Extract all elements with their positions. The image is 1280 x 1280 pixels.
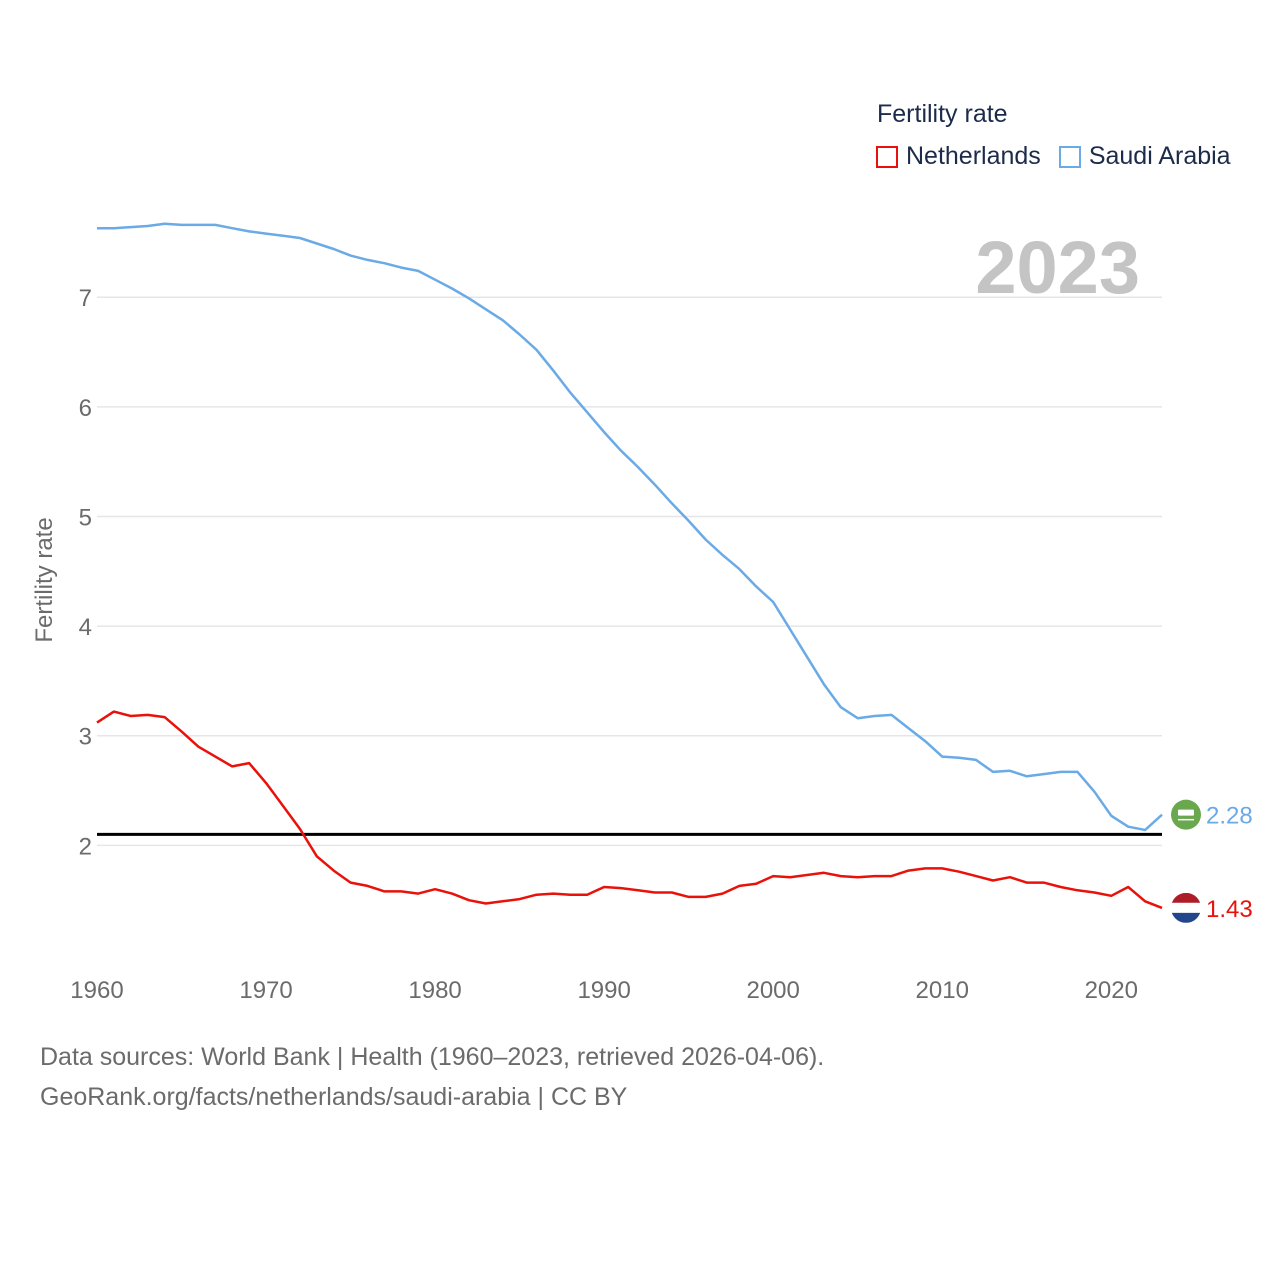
series-line-saudi-arabia[interactable] bbox=[97, 222, 1163, 832]
y-tick-label: 4 bbox=[79, 614, 92, 641]
legend-item-netherlands[interactable]: Netherlands bbox=[876, 142, 1041, 171]
legend: Netherlands Saudi Arabia bbox=[876, 142, 1249, 171]
series-lines bbox=[96, 222, 1163, 910]
y-axis-ticks: 2 3 4 5 6 7 bbox=[79, 285, 92, 860]
x-tick-label: 2000 bbox=[746, 977, 799, 1004]
end-marker-netherlands bbox=[1171, 892, 1201, 923]
end-marker-saudi-arabia bbox=[1171, 799, 1201, 830]
x-tick-label: 1970 bbox=[239, 977, 292, 1004]
legend-swatch-netherlands bbox=[876, 145, 898, 168]
x-axis-ticks: 1960 1970 1980 1990 2000 2010 2020 bbox=[70, 977, 1138, 1004]
y-axis-label: Fertility rate bbox=[31, 517, 58, 642]
grid-lines bbox=[97, 296, 1162, 847]
x-tick-label: 2010 bbox=[916, 977, 969, 1004]
legend-label-saudi-arabia: Saudi Arabia bbox=[1088, 142, 1231, 170]
x-tick-label: 1980 bbox=[408, 977, 461, 1004]
y-tick-label: 6 bbox=[79, 395, 92, 422]
footer-sources: Data sources: World Bank | Health (1960–… bbox=[40, 1043, 825, 1071]
x-tick-label: 1960 bbox=[70, 977, 123, 1004]
y-tick-label: 3 bbox=[79, 724, 92, 751]
end-labels: 1.43 2.28 bbox=[1171, 799, 1253, 923]
legend-swatch-saudi-arabia bbox=[1058, 145, 1081, 168]
y-tick-label: 2 bbox=[79, 833, 92, 860]
legend-item-saudi-arabia[interactable]: Saudi Arabia bbox=[1058, 142, 1231, 171]
x-tick-label: 2020 bbox=[1085, 977, 1138, 1004]
series-line-netherlands[interactable] bbox=[96, 710, 1163, 910]
year-label: 2023 bbox=[975, 226, 1140, 309]
end-value-label-netherlands: 1.43 bbox=[1206, 896, 1253, 923]
legend-label-netherlands: Netherlands bbox=[906, 142, 1041, 170]
y-tick-label: 7 bbox=[79, 285, 92, 312]
end-value-label-saudi-arabia: 2.28 bbox=[1206, 803, 1253, 830]
x-tick-label: 1990 bbox=[577, 977, 630, 1004]
footer-attribution: GeoRank.org/facts/netherlands/saudi-arab… bbox=[40, 1083, 628, 1111]
legend-title: Fertility rate bbox=[877, 100, 1008, 128]
y-tick-label: 5 bbox=[79, 504, 92, 531]
flag-netherlands-icon bbox=[1171, 892, 1201, 903]
